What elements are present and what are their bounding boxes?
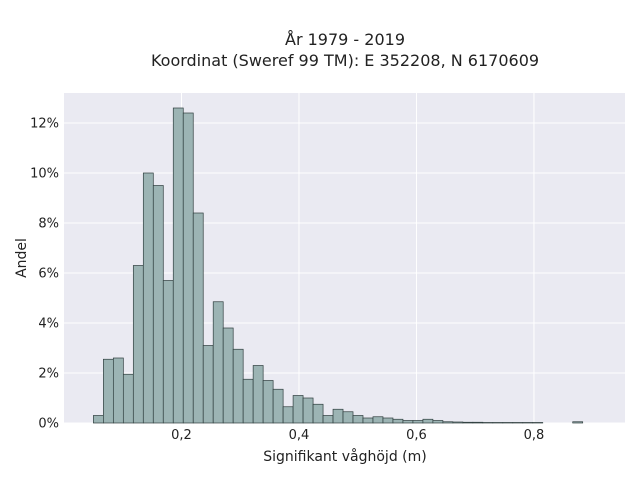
histogram-bar (292, 395, 304, 424)
histogram-bar (112, 357, 124, 424)
histogram-bar (162, 280, 174, 424)
y-tick-label: 8% (38, 217, 59, 232)
histogram-bar (172, 107, 184, 424)
histogram-bar (512, 422, 524, 424)
histogram-bar (182, 112, 194, 424)
x-tick-label: 0,8 (524, 428, 545, 443)
histogram-bar (262, 380, 274, 424)
y-tick-label: 4% (38, 317, 59, 332)
histogram-bar (192, 212, 204, 424)
histogram-bar (372, 416, 384, 424)
histogram-bar (532, 422, 544, 424)
histogram-bar (502, 422, 514, 424)
histogram-bar (93, 415, 104, 424)
histogram-bar (142, 172, 154, 424)
histogram-bar (462, 421, 474, 424)
histogram-bar (322, 415, 334, 424)
histogram-bar (482, 422, 494, 424)
histogram-bar (232, 348, 244, 424)
y-axis-label: Andel (14, 238, 30, 278)
bars-layer (93, 107, 584, 424)
histogram-bar (312, 403, 324, 424)
x-tick-labels: 0,2 0,4 0,6 0,8 (171, 428, 544, 443)
histogram-bar (362, 417, 374, 424)
y-tick-label: 12% (30, 117, 59, 132)
x-tick-label: 0,2 (171, 428, 192, 443)
histogram-bar (522, 422, 534, 424)
histogram-bar (412, 420, 424, 424)
x-tick-label: 0,6 (406, 428, 427, 443)
histogram-bar (442, 421, 454, 424)
histogram-bar (452, 421, 464, 424)
histogram-bar (382, 417, 394, 424)
histogram-bar (202, 345, 214, 424)
histogram-bar (122, 373, 134, 424)
histogram-bar (422, 418, 434, 424)
histogram-bar (132, 265, 144, 424)
histogram-bar (282, 406, 294, 424)
histogram-bar (492, 422, 504, 424)
histogram-bar (212, 301, 224, 424)
chart-title-line1: År 1979 - 2019 (285, 30, 405, 49)
chart-title-line2: Koordinat (Sweref 99 TM): E 352208, N 61… (151, 51, 539, 70)
histogram-bar (252, 365, 264, 424)
y-tick-label: 0% (38, 417, 59, 432)
x-tick-label: 0,4 (289, 428, 310, 443)
histogram-bar (222, 327, 234, 424)
histogram-bar (472, 421, 484, 424)
histogram-bar (272, 388, 284, 424)
histogram-bar (242, 378, 254, 424)
x-axis-label: Signifikant våghöjd (m) (263, 448, 426, 465)
histogram-bar (103, 358, 114, 424)
histogram-bar (572, 421, 584, 424)
y-tick-label: 6% (38, 267, 59, 282)
histogram-bar (152, 185, 164, 424)
y-tick-label: 2% (38, 367, 59, 382)
histogram-bar (302, 397, 314, 424)
histogram-bar (352, 415, 364, 424)
histogram-bar (432, 420, 444, 424)
histogram-bar (342, 411, 354, 424)
y-tick-labels: 0% 2% 4% 6% 8% 10% 12% (30, 117, 59, 432)
histogram-bar (392, 418, 404, 424)
histogram-bar (332, 408, 344, 424)
y-tick-label: 10% (30, 167, 59, 182)
histogram-bar (402, 420, 414, 424)
